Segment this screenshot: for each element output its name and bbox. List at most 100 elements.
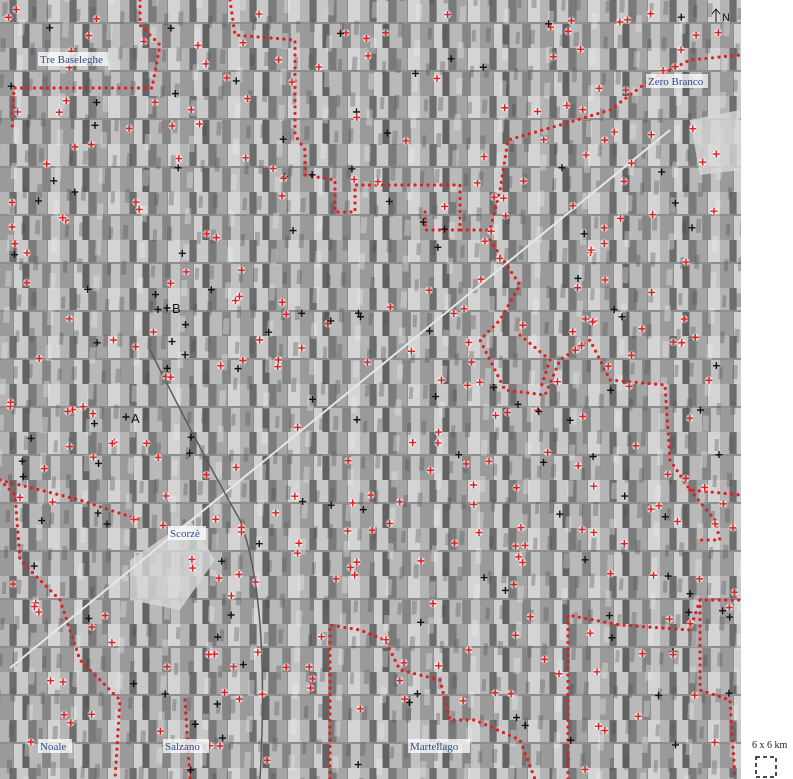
sample-cross: [336, 29, 344, 37]
sample-cross: [695, 575, 703, 583]
sample-cross: [705, 376, 713, 384]
boundaries: [0, 0, 743, 779]
sample-cross: [298, 344, 306, 352]
sample-cross: [91, 121, 99, 129]
sample-cross: [383, 129, 391, 137]
place-name: Tre Baseleghe: [40, 54, 103, 66]
sample-cross: [156, 727, 164, 735]
sample-cross: [282, 663, 290, 671]
sample-cross: [450, 309, 458, 317]
sample-cross: [50, 177, 58, 185]
sample-cross: [205, 650, 213, 658]
sample-cross: [579, 412, 587, 420]
sample-cross: [359, 506, 367, 514]
sample-cross: [363, 358, 371, 366]
sample-cross: [346, 563, 354, 571]
sample-cross: [473, 179, 481, 187]
sample-cross: [465, 646, 473, 654]
sample-cross: [60, 711, 68, 719]
sample-cross: [152, 291, 160, 299]
sample-cross: [658, 168, 666, 176]
sample-cross: [386, 519, 394, 527]
sample-cross: [714, 29, 722, 37]
sample-cross: [600, 224, 608, 232]
sample-cross: [622, 86, 630, 94]
sample-cross: [659, 67, 667, 75]
sample-cross: [470, 500, 478, 508]
place-label: Zero Branco: [646, 74, 708, 88]
sample-cross: [540, 136, 548, 144]
sample-cross: [417, 618, 425, 626]
sample-cross: [701, 483, 709, 491]
sample-cross: [368, 526, 376, 534]
sample-cross: [434, 439, 442, 447]
sample-cross: [344, 457, 352, 465]
sample-cross: [620, 540, 628, 548]
sample-cross: [648, 288, 656, 296]
sample-cross: [655, 691, 663, 699]
sample-cross: [230, 663, 238, 671]
sample-cross: [647, 10, 655, 18]
sample-cross: [477, 275, 485, 283]
sample-cross: [647, 505, 655, 513]
sample-cross: [574, 284, 582, 292]
sample-cross: [367, 491, 375, 499]
sample-cross: [186, 449, 194, 457]
sample-cross: [719, 500, 727, 508]
sample-cross: [578, 342, 586, 350]
sample-cross: [578, 525, 586, 533]
sample-cross: [125, 124, 133, 132]
sample-cross: [239, 661, 247, 669]
sample-cross: [606, 570, 614, 578]
sample-cross: [315, 63, 323, 71]
sample-cross: [455, 451, 463, 459]
sample-cross: [30, 562, 38, 570]
sample-cross: [227, 592, 235, 600]
place-label: Salzano: [163, 739, 209, 753]
sample-cross: [634, 712, 642, 720]
sample-cross: [490, 383, 498, 391]
sample-cross: [678, 339, 686, 347]
sample-cross: [535, 408, 543, 416]
sample-cross: [90, 420, 98, 428]
sample-cross: [476, 378, 484, 386]
sample-cross: [417, 557, 425, 565]
sample-cross: [309, 395, 317, 403]
sample-cross: [712, 150, 720, 158]
sample-cross: [450, 539, 458, 547]
sample-cross: [353, 113, 361, 121]
sample-cross: [680, 315, 688, 323]
sample-cross: [35, 608, 43, 616]
sample-cross: [88, 710, 96, 718]
sample-cross: [487, 227, 495, 235]
sample-cross: [581, 315, 589, 323]
sample-points: [4, 5, 739, 774]
sample-cross: [49, 498, 57, 506]
sample-cross: [14, 108, 22, 116]
sample-cross: [544, 448, 552, 456]
sample-cross: [274, 363, 282, 371]
scale-label: 6 x 6 km: [752, 740, 788, 751]
sample-cross: [556, 510, 564, 518]
sample-cross: [447, 55, 455, 63]
sample-cross: [434, 428, 442, 436]
sample-cross: [616, 18, 624, 26]
sample-cross: [691, 691, 699, 699]
sample-cross: [386, 303, 394, 311]
sample-cross: [122, 413, 130, 421]
sample-cross: [671, 63, 679, 71]
sample-cross: [202, 60, 210, 68]
sample-cross: [217, 362, 225, 370]
sample-cross: [638, 325, 646, 333]
sample-cross: [85, 614, 93, 622]
sample-cross: [175, 155, 183, 163]
sample-cross: [496, 254, 504, 262]
sample-cross: [88, 623, 96, 631]
sample-cross: [103, 520, 111, 528]
sample-cross: [402, 137, 410, 145]
sample-cross: [272, 509, 280, 517]
sample-cross: [7, 398, 15, 406]
sample-cross: [444, 11, 452, 19]
sample-cross: [163, 364, 171, 372]
sample-cross: [519, 558, 527, 566]
